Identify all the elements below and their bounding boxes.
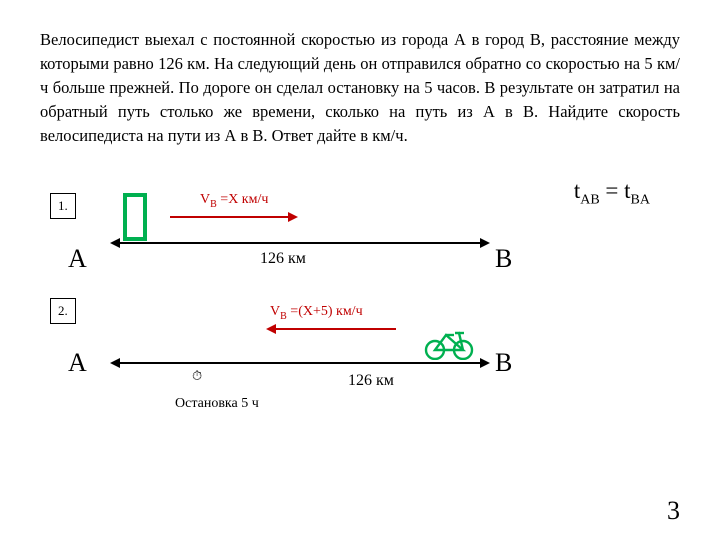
step-1-box: 1. bbox=[50, 193, 76, 219]
diagram-area: tAB = tBA 1. A B VВ =X км/ч 126 км 2. A … bbox=[40, 178, 680, 478]
scene2-stop-text: Остановка 5 ч bbox=[175, 396, 259, 412]
scene2-speed-label: VВ =(X+5) км/ч bbox=[270, 304, 363, 322]
scene2-bike-icon bbox=[422, 326, 476, 360]
step-2-box: 2. bbox=[50, 298, 76, 324]
scene1-speed-arrow bbox=[168, 210, 298, 224]
scene2-speed-arrow bbox=[258, 322, 398, 336]
scene2-point-b: B bbox=[495, 348, 512, 378]
scene1-line bbox=[110, 236, 490, 250]
scene1-point-a: A bbox=[68, 244, 87, 274]
scene1-point-b: B bbox=[495, 244, 512, 274]
scene2-stop-marker: ⏱ bbox=[192, 368, 202, 384]
scene1-speed-label: VВ =X км/ч bbox=[200, 192, 268, 210]
scene2-line bbox=[110, 356, 490, 370]
problem-text: Велосипедист выехал с постоянной скорост… bbox=[40, 28, 680, 148]
eq-op: = bbox=[605, 178, 618, 203]
scene2-point-a: A bbox=[68, 348, 87, 378]
scene2-distance: 126 км bbox=[348, 372, 394, 390]
time-equation: tAB = tBA bbox=[574, 178, 650, 209]
page-number: 3 bbox=[667, 496, 680, 526]
scene1-distance: 126 км bbox=[260, 250, 306, 268]
eq-lhs-sub: AB bbox=[580, 192, 599, 207]
eq-rhs-sub: BA bbox=[631, 192, 650, 207]
scene1-bike-icon bbox=[122, 192, 150, 242]
